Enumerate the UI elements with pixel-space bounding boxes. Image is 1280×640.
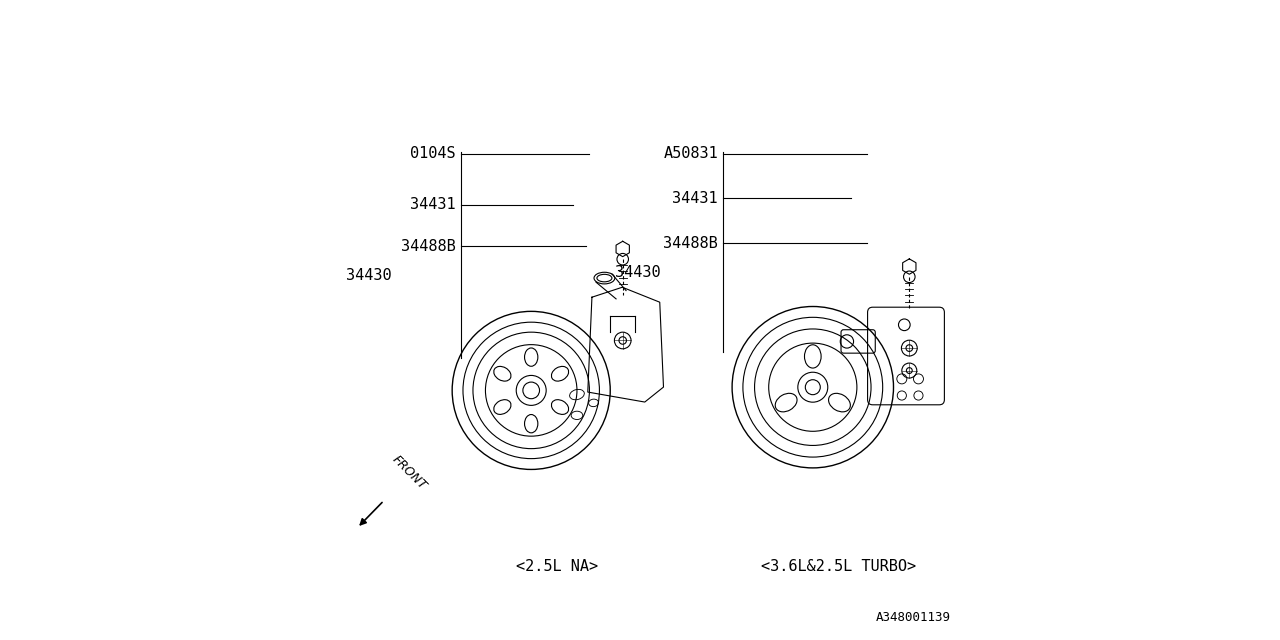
Text: 34431: 34431 xyxy=(672,191,718,206)
Text: 0104S: 0104S xyxy=(410,146,456,161)
Text: A50831: A50831 xyxy=(663,146,718,161)
Text: A348001139: A348001139 xyxy=(876,611,950,624)
Text: 34431: 34431 xyxy=(410,197,456,212)
Text: FRONT: FRONT xyxy=(389,453,429,493)
Text: 34488B: 34488B xyxy=(401,239,456,254)
Text: <2.5L NA>: <2.5L NA> xyxy=(516,559,598,574)
Text: 34488B: 34488B xyxy=(663,236,718,251)
Text: 34430: 34430 xyxy=(614,264,660,280)
Text: 34430: 34430 xyxy=(346,268,392,283)
Text: <3.6L&2.5L TURBO>: <3.6L&2.5L TURBO> xyxy=(760,559,916,574)
